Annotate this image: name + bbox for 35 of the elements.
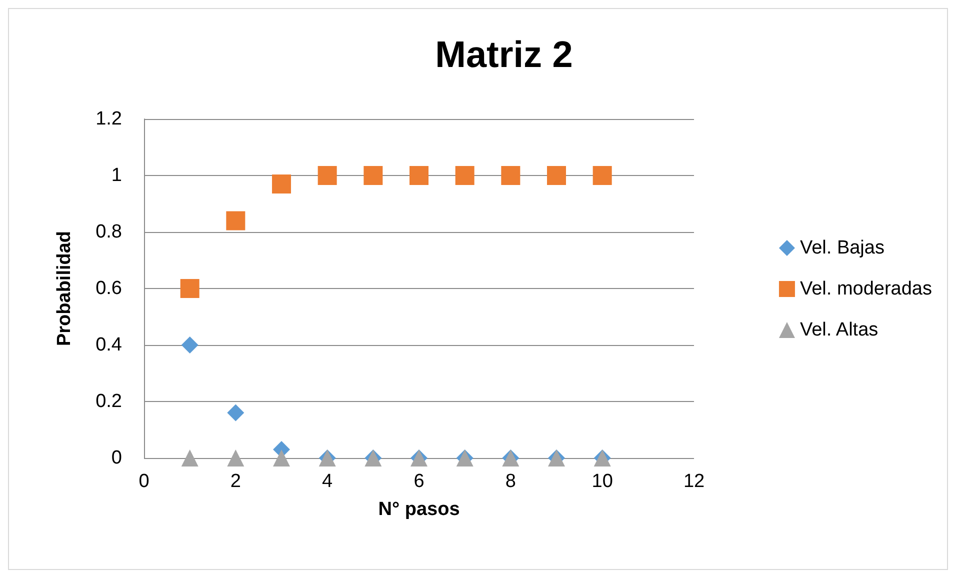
x-tick-label: 10 xyxy=(592,471,613,492)
point xyxy=(181,450,198,466)
y-tick-label: 1 xyxy=(111,165,122,186)
y-tick-label: 0.6 xyxy=(96,278,122,299)
point xyxy=(227,404,244,422)
x-tick-label: 2 xyxy=(230,471,241,492)
point xyxy=(318,166,337,185)
point xyxy=(227,450,244,466)
legend-label: Vel. Altas xyxy=(800,320,878,340)
x-tick-label: 0 xyxy=(138,471,150,492)
point xyxy=(364,166,383,185)
y-tick-label: 0.8 xyxy=(96,222,122,242)
point xyxy=(547,166,566,185)
x-tick-label: 8 xyxy=(505,471,516,492)
point xyxy=(273,450,290,466)
point xyxy=(410,166,428,185)
point xyxy=(455,166,474,185)
x-tick-label: 6 xyxy=(414,471,424,492)
point xyxy=(501,166,520,185)
point xyxy=(272,174,291,194)
chart-title: Matriz 2 xyxy=(435,34,573,75)
y-axis-title: Probabilidad xyxy=(54,230,75,346)
x-tick-label: 4 xyxy=(322,471,334,492)
y-tick-label: 0.2 xyxy=(96,391,122,412)
y-tick-label: 1.2 xyxy=(96,108,122,130)
legend-label: Vel. moderadas xyxy=(800,278,932,300)
point xyxy=(180,279,200,298)
point xyxy=(226,211,246,230)
point xyxy=(592,166,612,185)
y-tick-label: 0.4 xyxy=(96,334,122,356)
point xyxy=(181,336,198,354)
legend-label: Vel. Bajas xyxy=(800,238,884,258)
x-axis-title: N° pasos xyxy=(378,499,460,520)
x-tick-label: 12 xyxy=(683,471,705,492)
y-tick-label: 0 xyxy=(111,448,122,468)
